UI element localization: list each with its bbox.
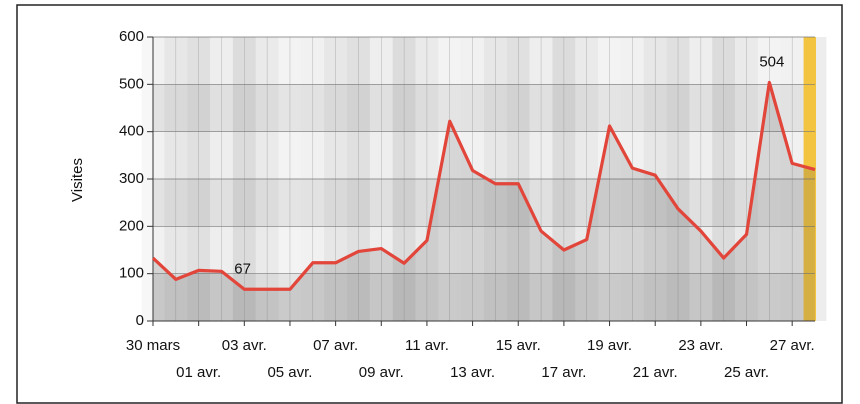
x-tick-label: 13 avr. — [450, 364, 495, 381]
x-tick-label: 05 avr. — [267, 364, 312, 381]
x-tick-label: 09 avr. — [359, 364, 404, 381]
x-tick-label: 03 avr. — [222, 337, 267, 354]
x-tick-label: 30 mars — [126, 337, 180, 354]
value-band — [153, 84, 815, 132]
y-tick-label: 200 — [119, 217, 144, 234]
y-tick-label: 0 — [136, 312, 144, 329]
value-band — [153, 179, 815, 227]
x-tick-label: 15 avr. — [496, 337, 541, 354]
x-tick-label: 19 avr. — [587, 337, 632, 354]
x-tick-label: 21 avr. — [633, 364, 678, 381]
x-tick-label: 27 avr. — [770, 337, 815, 354]
line — [151, 80, 816, 291]
y-tick-label: 500 — [119, 75, 144, 92]
x-tick-label: 23 avr. — [678, 337, 723, 354]
x-tick-label: 25 avr. — [724, 364, 769, 381]
x-tick-label: 17 avr. — [541, 364, 586, 381]
value-band — [153, 273, 815, 321]
area-under-line — [153, 82, 815, 321]
y-tick-label: 600 — [119, 28, 144, 45]
data-label: 504 — [759, 53, 784, 70]
data-label: 67 — [234, 260, 251, 277]
y-tick-label: 300 — [119, 170, 144, 187]
y-axis-label: Visites — [69, 158, 86, 202]
y-tick-label: 400 — [119, 123, 144, 140]
x-tick-label: 07 avr. — [313, 337, 358, 354]
y-tick-label: 100 — [119, 265, 144, 282]
x-tick-label: 01 avr. — [176, 364, 221, 381]
x-tick-label: 11 avr. — [405, 337, 449, 354]
